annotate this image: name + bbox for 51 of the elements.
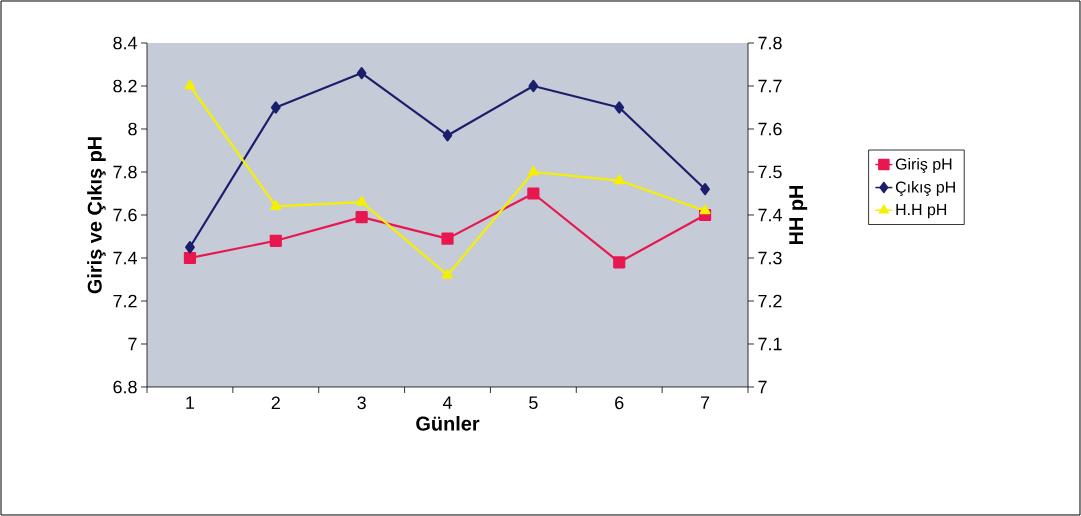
y-tick-label: 7.2 [113,294,137,308]
point [527,187,540,200]
point [614,101,625,114]
y-tick-label: 7.4 [113,251,137,265]
y-tick-label: 8 [128,122,137,136]
point [356,195,368,206]
x-tick-label: 6 [615,396,624,410]
y2-tick-label: 7.4 [758,208,782,222]
y2-tick-label: 7 [758,380,767,394]
point [442,129,453,142]
y-tick-label: 7 [128,337,137,351]
point [356,66,367,80]
legend-label: Giriş pH [895,158,952,173]
y2-tick-label: 7.7 [758,79,782,93]
x-tick-label: 2 [271,396,280,410]
legend-label: H.H pH [896,204,947,219]
y-tick-label: 6.8 [113,380,137,394]
y2-axis-title: HH pH [789,185,808,245]
y2-tick-label: 7.3 [758,251,782,265]
point [699,204,711,215]
x-tick-label: 1 [186,396,195,409]
x-tick-label: 5 [529,396,538,410]
point [184,79,196,90]
point [613,174,625,185]
point [613,256,626,269]
point [269,234,282,247]
y-tick-label: 7.6 [113,208,137,222]
x-tick-label: 3 [357,396,366,410]
point [185,241,195,254]
point [270,200,282,210]
y-tick-label: 8.2 [113,79,137,93]
x-axis-title: Günler [416,416,480,431]
point [528,79,539,93]
y-tick-label: 8.4 [113,36,137,50]
point [442,269,453,279]
point [527,165,539,176]
y-axis-title: Giriş ve Çıkış pH [87,137,106,294]
y2-tick-label: 7.1 [758,337,782,351]
x-tick-label: 7 [701,396,710,409]
y2-tick-label: 7.8 [758,36,782,50]
x-tick-label: 4 [442,396,452,409]
y2-tick-label: 7.5 [758,165,782,179]
y2-tick-label: 7.2 [758,294,782,308]
point [270,101,281,114]
point [355,211,368,224]
legend-label: Çıkış pH [895,181,955,196]
y-tick-label: 7.8 [113,165,137,179]
point [183,251,197,265]
point [700,183,710,196]
point [441,232,454,245]
y2-tick-label: 7.6 [758,122,782,136]
